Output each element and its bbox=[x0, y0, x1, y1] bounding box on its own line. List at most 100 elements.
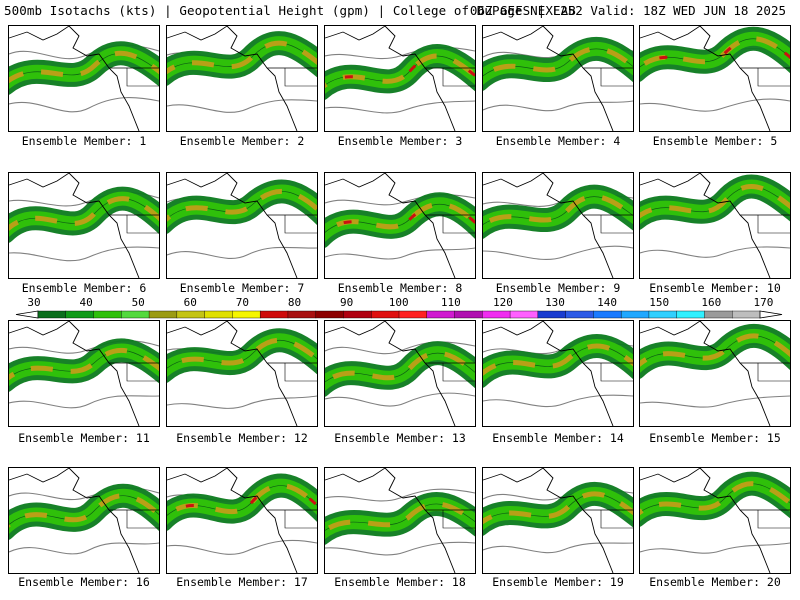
state-border bbox=[284, 363, 317, 382]
colorbar-swatch bbox=[482, 310, 511, 319]
state-border bbox=[442, 215, 475, 234]
height-contour bbox=[325, 541, 475, 556]
state-border bbox=[757, 215, 790, 234]
isotach-max bbox=[325, 202, 475, 235]
isotach-band-70 bbox=[483, 343, 633, 377]
map-canvas bbox=[640, 26, 790, 131]
state-border bbox=[284, 215, 317, 234]
colorbar-swatch bbox=[204, 310, 233, 319]
colorbar-swatch bbox=[37, 310, 67, 319]
colorbar-swatch bbox=[371, 310, 400, 319]
coastline bbox=[167, 321, 228, 336]
state-border bbox=[284, 510, 317, 529]
map-canvas bbox=[640, 468, 790, 573]
colorbar-swatch bbox=[537, 310, 567, 319]
panel-label: Ensemble Member: 12 bbox=[176, 431, 308, 445]
colorbar-swatch bbox=[732, 310, 761, 319]
height-contour bbox=[640, 542, 790, 554]
map-canvas bbox=[483, 321, 633, 426]
ensemble-map-12 bbox=[166, 320, 318, 427]
state-border bbox=[442, 68, 475, 87]
colorbar-arrow-left bbox=[15, 310, 39, 319]
colorbar-swatch bbox=[620, 310, 650, 319]
colorbar-swatch bbox=[398, 310, 428, 319]
isotach-band-70 bbox=[640, 481, 790, 516]
panel-label: Ensemble Member: 6 bbox=[21, 281, 147, 295]
state-border bbox=[757, 363, 790, 382]
state-border bbox=[126, 510, 159, 529]
colorbar-tick-label: 170 bbox=[753, 296, 774, 309]
height-contour bbox=[640, 98, 790, 112]
state-border bbox=[757, 510, 790, 529]
coastline bbox=[167, 26, 228, 41]
colorbar-tick-label: 150 bbox=[649, 296, 670, 309]
panel-label: Ensemble Member: 2 bbox=[179, 134, 305, 148]
colorbar-tick-label: 160 bbox=[701, 296, 722, 309]
ensemble-map-2 bbox=[166, 25, 318, 132]
map-canvas bbox=[483, 173, 633, 278]
ensemble-map-4 bbox=[482, 25, 634, 132]
ensemble-map-8 bbox=[324, 172, 476, 279]
height-contour bbox=[167, 246, 317, 260]
isotach-band-70 bbox=[483, 491, 633, 525]
panel-label: Ensemble Member: 1 bbox=[21, 134, 147, 148]
ensemble-map-13 bbox=[324, 320, 476, 427]
colorbar-swatch bbox=[93, 310, 122, 319]
ensemble-map-16 bbox=[8, 467, 160, 574]
colorbar-tick-label: 30 bbox=[27, 296, 41, 309]
height-contour bbox=[9, 246, 159, 262]
coastline bbox=[9, 321, 70, 336]
colorbar-tick-label: 60 bbox=[183, 296, 197, 309]
coastline bbox=[640, 26, 701, 41]
isotach-band-70 bbox=[9, 196, 159, 232]
map-canvas bbox=[640, 173, 790, 278]
coastline bbox=[325, 321, 386, 336]
coastline bbox=[483, 468, 544, 483]
run-info: 06Z GEFS | F252 Valid: 18Z WED JUN 18 20… bbox=[469, 3, 786, 18]
panel-label: Ensemble Member: 9 bbox=[495, 281, 621, 295]
ensemble-map-1 bbox=[8, 25, 160, 132]
panel-label: Ensemble Member: 5 bbox=[652, 134, 778, 148]
height-contour bbox=[325, 247, 475, 260]
state-border bbox=[126, 215, 159, 234]
height-contour bbox=[640, 246, 790, 258]
isotach-colorbar: 30 40 50 60 70 80 90 100 110 120 130 140 150 160 170 bbox=[10, 296, 790, 320]
coastline bbox=[9, 468, 70, 483]
colorbar-tick-label: 70 bbox=[235, 296, 250, 309]
colorbar-swatch bbox=[454, 310, 483, 319]
panel-label: Ensemble Member: 20 bbox=[649, 575, 781, 589]
coastline bbox=[167, 468, 228, 483]
ensemble-map-14 bbox=[482, 320, 634, 427]
panel-label: Ensemble Member: 13 bbox=[334, 431, 466, 445]
panel-label: Ensemble Member: 7 bbox=[179, 281, 305, 295]
panel-label: Ensemble Member: 19 bbox=[492, 575, 624, 589]
height-contour bbox=[167, 539, 317, 555]
state-border bbox=[600, 510, 633, 529]
colorbar-tick-label: 40 bbox=[79, 296, 93, 309]
height-contour bbox=[483, 245, 633, 260]
isotach-max bbox=[167, 484, 317, 518]
map-canvas bbox=[167, 173, 317, 278]
colorbar-swatch bbox=[148, 310, 178, 319]
height-contour bbox=[9, 97, 159, 113]
isotach-band-70 bbox=[640, 183, 790, 219]
isotach-band-70 bbox=[9, 50, 159, 84]
colorbar-swatch bbox=[65, 310, 95, 319]
map-canvas bbox=[483, 26, 633, 131]
colorbar-swatch bbox=[509, 310, 539, 319]
colorbar-swatch bbox=[343, 310, 372, 319]
ensemble-map-11 bbox=[8, 320, 160, 427]
height-contour bbox=[325, 392, 475, 407]
ensemble-map-9 bbox=[482, 172, 634, 279]
map-canvas bbox=[325, 173, 475, 278]
state-border bbox=[600, 215, 633, 234]
coastline bbox=[640, 321, 701, 336]
state-border bbox=[600, 363, 633, 382]
map-canvas bbox=[325, 26, 475, 131]
colorbar-tick-label: 90 bbox=[339, 296, 354, 309]
map-canvas bbox=[9, 26, 159, 131]
colorbar-tick-label: 140 bbox=[597, 296, 618, 309]
height-contour bbox=[483, 394, 633, 408]
panel-label: Ensemble Member: 8 bbox=[337, 281, 463, 295]
